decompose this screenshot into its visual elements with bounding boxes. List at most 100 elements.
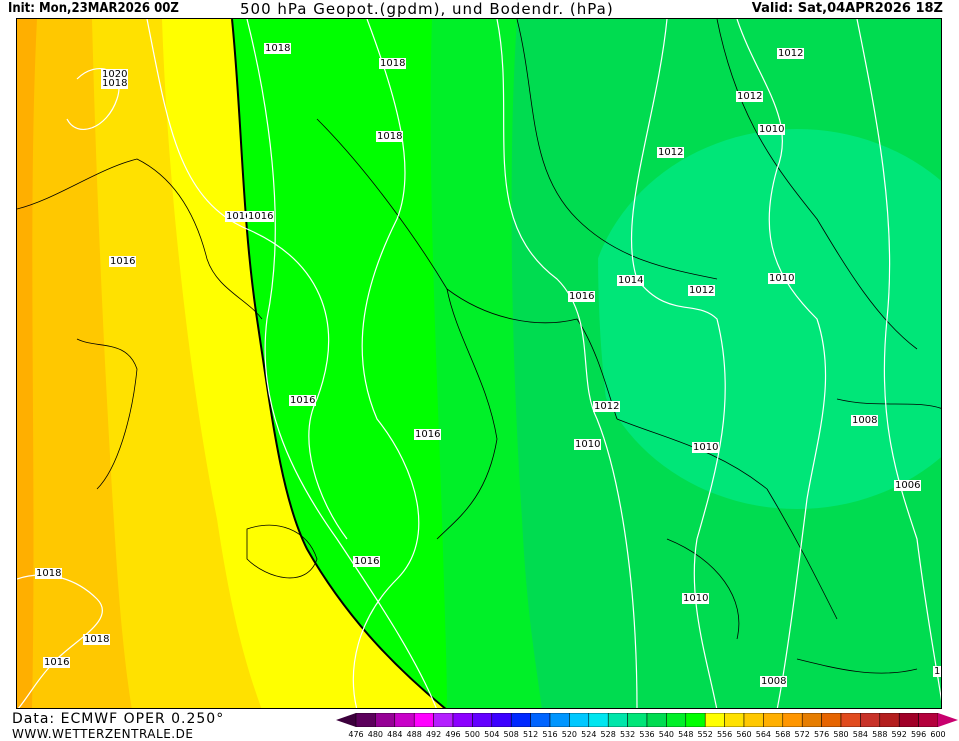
isobar-label: 1016 (43, 657, 71, 668)
colorbar-swatch (413, 713, 434, 727)
website-credit: WWW.WETTERZENTRALE.DE (12, 727, 194, 741)
colorbar-swatch (840, 713, 861, 727)
isobar-label: 1018 (35, 568, 63, 579)
colorbar-swatch (549, 713, 570, 727)
colorbar-tick-label: 548 (678, 730, 694, 739)
isobar-label: 1010 (574, 439, 602, 450)
isobar-label: 1016 (109, 256, 137, 267)
colorbar-swatch (782, 713, 803, 727)
init-time: Init: Mon,23MAR2026 00Z (8, 1, 179, 16)
colorbar-tick-label: 524 (581, 730, 597, 739)
colorbar-swatch (569, 713, 590, 727)
colorbar-tick-label: 600 (930, 730, 946, 739)
isobar-label: 1016 (225, 211, 253, 222)
geopotential-field (17, 19, 941, 708)
colorbar-tick-label: 580 (833, 730, 849, 739)
isobar-label: 1020 (101, 69, 129, 80)
colorbar-tick-label: 484 (387, 730, 403, 739)
colorbar-swatch (510, 713, 531, 727)
colorbar-tick-label: 496 (445, 730, 461, 739)
isobar-label: 1016 (289, 395, 317, 406)
isobar-label: 1006 (894, 480, 922, 491)
colorbar-tick-label: 584 (852, 730, 869, 739)
isobar-label: 1016 (568, 291, 596, 302)
colorbar-tick-label: 488 (406, 730, 422, 739)
band-light-orange (17, 19, 132, 708)
colorbar-swatch (355, 713, 376, 727)
colorbar-swatch (743, 713, 764, 727)
colorbar-tick-label: 564 (755, 730, 772, 739)
colorbar-tick-label: 516 (542, 730, 558, 739)
colorbar-swatch (530, 713, 551, 727)
isobar-label: 1010 (682, 593, 710, 604)
colorbar-tick-label: 480 (367, 730, 384, 739)
colorbar-tick-label: 520 (561, 730, 578, 739)
colorbar-tick-label: 556 (716, 730, 733, 739)
colorbar-tick-label: 528 (600, 730, 616, 739)
isobar-label: 1012 (657, 147, 685, 158)
colorbar-ticks: 476 480 484 488 492 496 500 504 508 512 516 520 524 5… (340, 730, 948, 741)
colorbar-swatch (860, 713, 881, 727)
isobar-label: 1016 (414, 429, 442, 440)
isobar-label: 1008 (851, 415, 879, 426)
colorbar-high-arrow (938, 713, 958, 727)
colorbar-swatch (646, 713, 667, 727)
isobar-label: 1018 (379, 58, 407, 69)
colorbar-swatch (918, 713, 939, 727)
colorbar-swatch (685, 713, 706, 727)
colorbar-swatch (375, 713, 396, 727)
colorbar-swatch (666, 713, 687, 727)
colorbar-swatch (879, 713, 900, 727)
map-title: 500 hPa Geopot.(gpdm), und Bodendr. (hPa… (240, 0, 614, 18)
isobar-label: 1018 (83, 634, 111, 645)
band-orange (17, 19, 37, 708)
isobar-label: 1010 (758, 124, 786, 135)
colorbar-swatch (491, 713, 512, 727)
data-source: Data: ECMWF OPER 0.250° (12, 711, 225, 727)
colorbar-tick-label: 568 (775, 730, 791, 739)
isobar-label: 1008 (760, 676, 788, 687)
band-teal (587, 129, 941, 509)
isobar-label: 1016 (247, 211, 275, 222)
isobar-label: 1012 (688, 285, 716, 296)
isobar-label: 1010 (768, 273, 796, 284)
colorbar-swatch (433, 713, 454, 727)
colorbar-tick-label: 492 (425, 730, 442, 739)
valid-time: Valid: Sat,04APR2026 18Z (751, 1, 943, 16)
colorbar-tick-label: 560 (736, 730, 752, 739)
colorbar-swatch (472, 713, 493, 727)
colorbar-swatch (724, 713, 745, 727)
isobar-label: 1018 (376, 131, 404, 142)
isobar-label: 1016 (353, 556, 381, 567)
colorbar-tick-label: 504 (484, 730, 500, 739)
colorbar-swatch (627, 713, 648, 727)
colorbar-swatch (607, 713, 628, 727)
colorbar-tick-label: 588 (872, 730, 888, 739)
colorbar-swatch (588, 713, 609, 727)
colorbar-swatch (704, 713, 725, 727)
colorbar-swatch (394, 713, 415, 727)
colorbar-tick-label: 512 (522, 730, 539, 739)
isobar-label: 1012 (736, 91, 764, 102)
colorbar-tick-label: 540 (658, 730, 675, 739)
geopotential-552-line (231, 19, 447, 708)
colorbar-tick-label: 536 (639, 730, 655, 739)
colorbar-swatch (821, 713, 842, 727)
colorbar-swatch (898, 713, 919, 727)
isobar-label: 1012 (593, 401, 621, 412)
colorbar-tick-label: 572 (794, 730, 810, 739)
isobar-label: 1010 (692, 442, 720, 453)
coastlines (17, 19, 941, 674)
colorbar-low-arrow (336, 713, 356, 727)
isobar-label: 1018 (101, 78, 129, 89)
colorbar-tick-label: 592 (891, 730, 907, 739)
colorbar-swatch (801, 713, 822, 727)
isobar-label: 1014 (617, 275, 645, 286)
isobar-label: 100 (933, 666, 941, 677)
colorbar-tick-label: 476 (348, 730, 364, 739)
isobar-label: 1018 (264, 43, 292, 54)
isobar-label: 1012 (777, 48, 805, 59)
colorbar-swatch (452, 713, 473, 727)
colorbar-tick-label: 500 (464, 730, 481, 739)
colorbar (336, 713, 958, 727)
